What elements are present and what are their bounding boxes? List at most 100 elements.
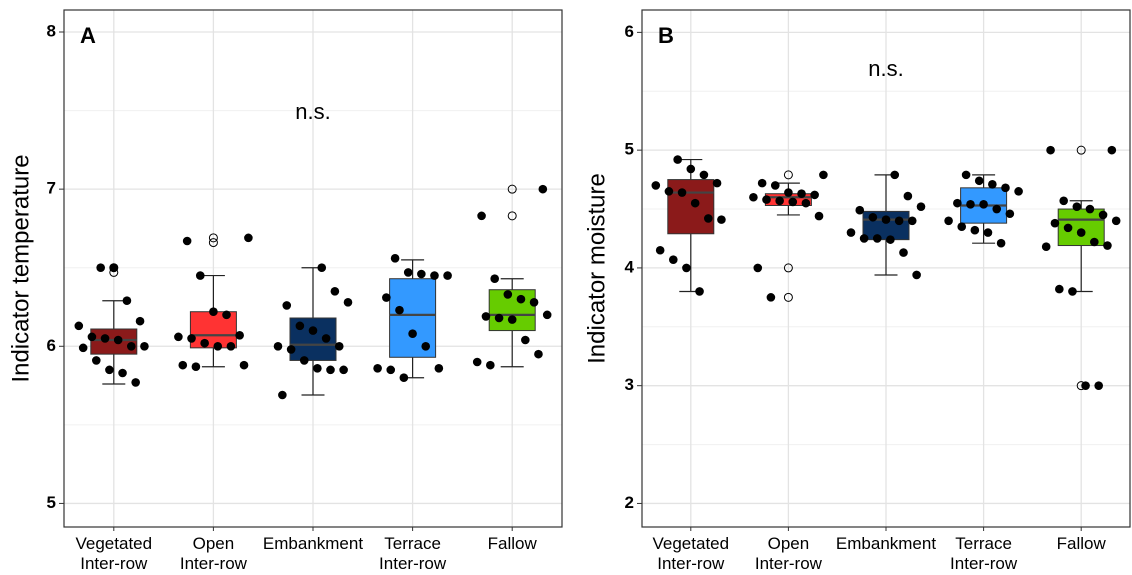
data-point	[682, 263, 691, 273]
data-point	[1072, 202, 1082, 211]
x-tick-label: Terrace Inter-row	[950, 534, 1018, 573]
data-point	[664, 187, 674, 196]
data-point	[503, 290, 513, 299]
box	[667, 179, 715, 235]
data-point	[886, 235, 895, 244]
x-tick-label-line: Embankment	[836, 534, 936, 553]
data-point	[903, 191, 913, 201]
data-point	[801, 198, 811, 208]
data-point	[894, 216, 904, 226]
outlier	[783, 170, 793, 180]
x-tick-label-line: Inter-row	[379, 554, 447, 573]
data-point	[651, 181, 661, 190]
data-point	[992, 204, 1002, 214]
data-point	[1081, 381, 1090, 390]
data-point	[846, 228, 856, 237]
x-tick-label: Vegetated Inter-row	[653, 534, 730, 573]
data-point	[521, 335, 530, 345]
data-point	[788, 197, 798, 207]
data-point	[912, 270, 921, 280]
data-point	[399, 373, 409, 383]
data-point	[775, 196, 784, 206]
y-axis-label: Indicator temperature	[7, 154, 34, 382]
data-point	[669, 255, 678, 264]
x-tick-label-line: Inter-row	[80, 554, 148, 573]
data-point	[239, 360, 249, 370]
data-point	[308, 326, 318, 335]
data-point	[953, 198, 962, 208]
data-point	[273, 341, 283, 351]
outlier	[783, 263, 793, 273]
x-tick-label: Embankment	[263, 534, 363, 553]
x-tick-label-line: Open	[768, 534, 810, 553]
data-point	[1050, 218, 1060, 228]
data-point	[770, 181, 780, 190]
x-tick-label-line: Embankment	[263, 534, 363, 553]
data-point	[490, 274, 500, 284]
x-tick-label: Fallow	[488, 534, 538, 553]
data-point	[472, 357, 482, 367]
data-point	[983, 228, 993, 237]
data-point	[235, 330, 244, 340]
data-point	[890, 170, 900, 180]
data-point	[213, 341, 223, 351]
y-axis-label: Indicator moisture	[583, 173, 610, 364]
data-point	[1094, 381, 1103, 390]
data-point	[195, 271, 205, 280]
y-tick-label: 7	[47, 179, 56, 198]
data-point	[430, 271, 439, 280]
data-point	[494, 313, 504, 323]
data-point	[122, 296, 132, 306]
data-point	[200, 338, 209, 348]
data-point	[712, 178, 722, 188]
data-point	[87, 332, 97, 342]
data-point	[317, 263, 327, 273]
data-point	[996, 238, 1006, 248]
data-point	[819, 170, 828, 180]
data-point	[753, 263, 763, 273]
data-point	[74, 321, 84, 331]
data-point	[529, 297, 539, 307]
data-point	[131, 378, 140, 387]
data-point	[1103, 241, 1112, 250]
data-point	[1063, 223, 1073, 233]
box	[488, 289, 536, 332]
data-point	[334, 341, 344, 351]
data-point	[113, 335, 123, 345]
data-point	[343, 297, 353, 307]
data-point	[1005, 209, 1015, 219]
data-point	[286, 345, 296, 354]
data-point	[717, 215, 726, 224]
data-point	[477, 211, 486, 221]
data-point	[814, 211, 824, 221]
panel-label: B	[658, 23, 674, 48]
data-point	[92, 356, 101, 365]
data-point	[695, 287, 704, 296]
x-tick-label-line: Inter-row	[180, 554, 248, 573]
data-point	[757, 178, 767, 188]
data-point	[784, 188, 793, 197]
data-point	[244, 233, 253, 243]
x-tick-label-line: Fallow	[1057, 534, 1107, 553]
data-point	[970, 225, 980, 235]
data-point	[957, 222, 967, 231]
data-point	[766, 293, 776, 302]
data-point	[686, 164, 696, 174]
data-point	[1059, 196, 1068, 206]
data-point	[1111, 216, 1121, 226]
panel-border	[63, 9, 563, 528]
data-point	[762, 195, 771, 204]
data-point	[1068, 287, 1077, 296]
data-point	[868, 212, 878, 222]
data-point	[96, 263, 105, 273]
data-point	[677, 188, 687, 197]
outlier	[507, 211, 517, 221]
data-point	[109, 263, 119, 273]
data-point	[182, 236, 192, 246]
x-tick-label-line: Vegetated	[76, 534, 153, 553]
data-point	[966, 200, 975, 209]
x-tick-label-line: Inter-row	[755, 554, 823, 573]
data-point	[690, 198, 700, 208]
